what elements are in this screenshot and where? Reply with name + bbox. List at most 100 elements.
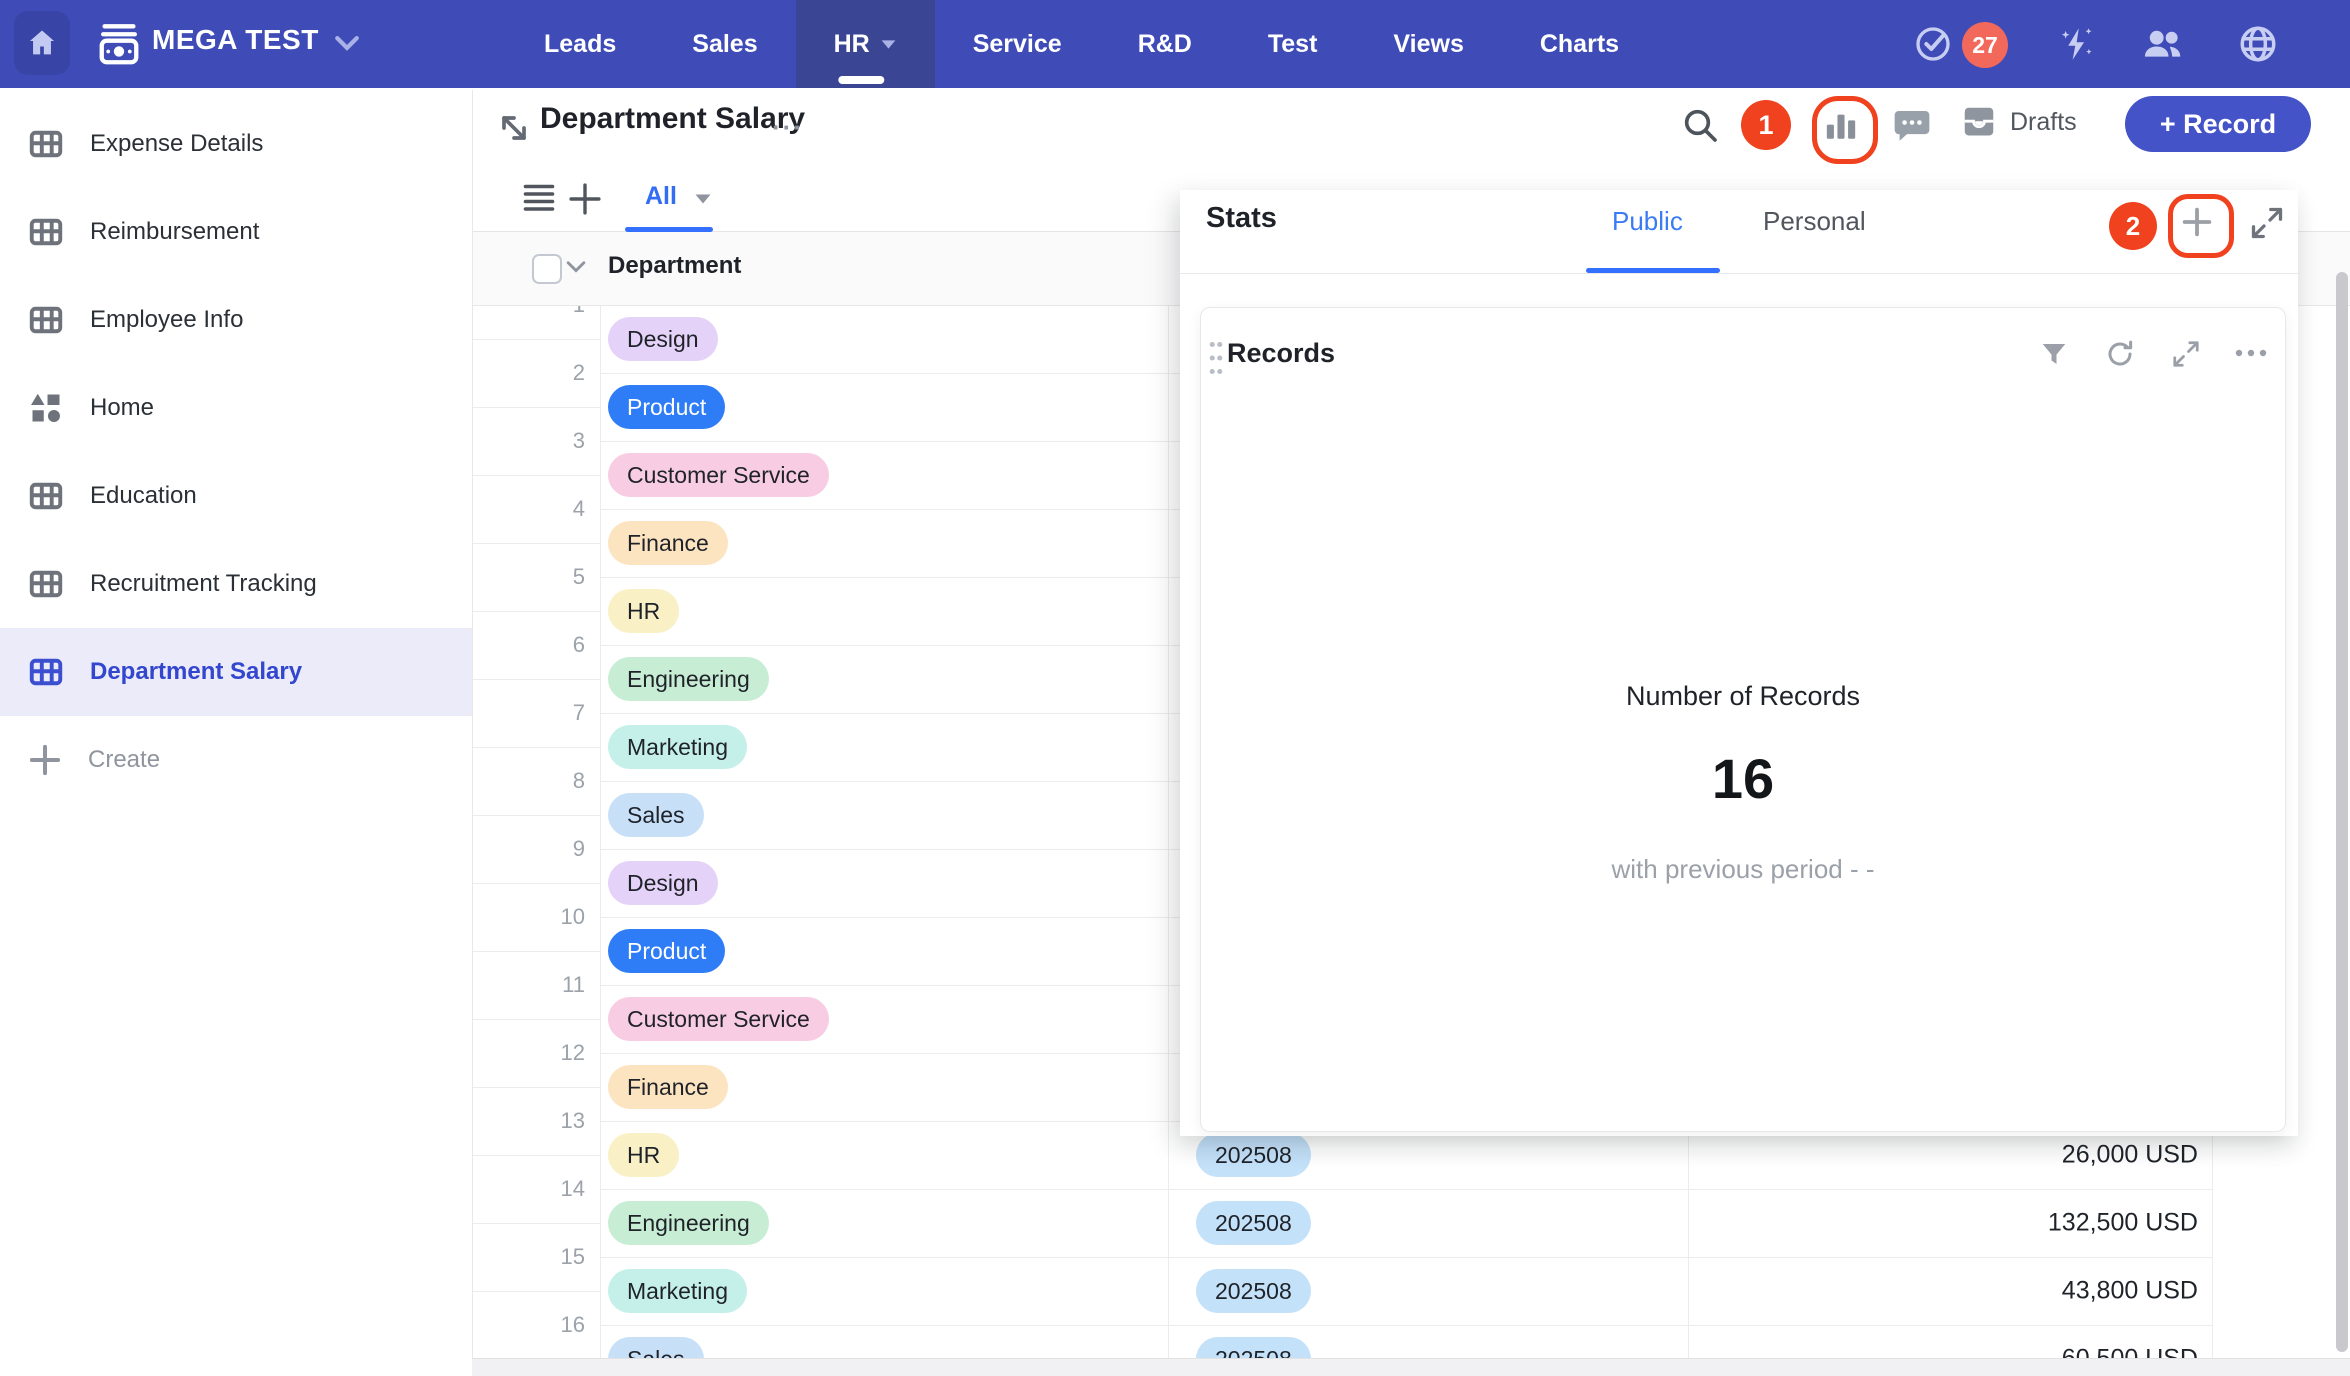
sidebar-item-employee-info[interactable]: Employee Info (0, 276, 472, 364)
nav-tab-label: HR (833, 29, 870, 58)
salary-month-tag[interactable]: 202508 (1196, 1201, 1311, 1245)
home-button[interactable] (14, 11, 70, 75)
stats-active-tab-underline (1586, 268, 1720, 273)
row-number: 15 (560, 1244, 585, 1269)
records-stat-card[interactable]: Records Number of Records 16 with previo… (1200, 307, 2286, 1132)
sidebar-item-recruitment-tracking[interactable]: Recruitment Tracking (0, 540, 472, 628)
members-button[interactable] (2138, 0, 2188, 88)
expand-panel-icon[interactable] (2249, 205, 2285, 241)
sidebar-item-education[interactable]: Education (0, 452, 472, 540)
stats-chart-icon[interactable] (1824, 110, 1858, 142)
nav-tab-test[interactable]: Test (1230, 0, 1356, 88)
annotation-mark-1: 1 (1741, 100, 1791, 150)
select-all-checkbox[interactable] (532, 254, 562, 284)
drafts-button[interactable]: Drafts (1960, 104, 2077, 140)
nav-tab-charts[interactable]: Charts (1502, 0, 1657, 88)
salary-month-tag[interactable]: 202508 (1196, 1133, 1311, 1177)
department-tag[interactable]: Finance (608, 1065, 728, 1109)
vertical-scrollbar[interactable] (2336, 272, 2348, 1352)
nav-tab-hr[interactable]: HR (795, 0, 935, 88)
nav-tab-sales[interactable]: Sales (654, 0, 795, 88)
sidebar: Expense Details Reimbursement Employee Inf… (0, 90, 473, 1376)
nav-tab-leads[interactable]: Leads (506, 0, 654, 88)
row-divider (600, 1257, 2212, 1258)
column-divider (600, 232, 601, 1358)
salary-amount-cell[interactable]: 43,800 USD (2061, 1276, 2198, 1305)
search-icon[interactable] (1680, 105, 1720, 145)
sidebar-create-button[interactable]: Create (0, 716, 472, 804)
add-view-icon[interactable] (568, 182, 602, 216)
row-number: 4 (572, 496, 585, 521)
stats-tab-public[interactable]: Public (1612, 206, 1683, 236)
language-button[interactable] (2233, 0, 2283, 88)
table-icon (29, 130, 63, 158)
sidebar-item-home[interactable]: Home (0, 364, 472, 452)
row-number: 10 (560, 904, 585, 929)
department-tag[interactable]: Engineering (608, 657, 769, 701)
notification-badge[interactable]: 27 (1962, 22, 2008, 68)
stats-tab-personal[interactable]: Personal (1763, 206, 1866, 236)
expand-card-icon[interactable] (2171, 339, 2201, 369)
sidebar-item-department-salary[interactable]: Department Salary (0, 628, 472, 716)
department-tag[interactable]: Marketing (608, 725, 747, 769)
nav-tab-service[interactable]: Service (935, 0, 1100, 88)
department-tag[interactable]: HR (608, 1133, 680, 1177)
row-number: 5 (572, 564, 585, 589)
department-tag[interactable]: HR (608, 589, 680, 633)
automation-button[interactable] (2052, 0, 2102, 88)
nav-tab-label: Service (972, 29, 1062, 58)
add-record-button[interactable]: + Record (2125, 96, 2311, 152)
department-tag[interactable]: Product (608, 385, 726, 429)
filter-icon[interactable] (2039, 339, 2069, 369)
column-header-department[interactable]: Department (608, 252, 742, 279)
card-title: Records (1227, 338, 1336, 368)
refresh-icon[interactable] (2105, 339, 2135, 369)
comments-icon[interactable] (1892, 106, 1932, 144)
table-icon (29, 658, 63, 686)
view-list-icon[interactable] (522, 182, 556, 212)
salary-month-tag[interactable]: 202508 (1196, 1269, 1311, 1313)
department-tag[interactable]: Design (608, 861, 718, 905)
workspace-chevron-down-icon[interactable] (334, 34, 360, 52)
view-tab-all[interactable]: All (645, 182, 677, 210)
sidebar-item-reimbursement[interactable]: Reimbursement (0, 188, 472, 276)
nav-tab-r-d[interactable]: R&D (1100, 0, 1230, 88)
header-chevron-down-icon[interactable] (566, 260, 586, 274)
rownum-divider (473, 883, 600, 884)
department-tag[interactable]: Finance (608, 521, 728, 565)
sidebar-item-label: Recruitment Tracking (90, 570, 317, 597)
rownum-divider (473, 475, 600, 476)
sidebar-table-list: Expense Details Reimbursement Employee Inf… (0, 100, 472, 804)
row-number: 2 (572, 360, 585, 385)
department-tag[interactable]: Product (608, 929, 726, 973)
salary-amount-cell[interactable]: 132,500 USD (2047, 1208, 2198, 1237)
add-chart-icon[interactable] (2181, 206, 2213, 238)
department-tag[interactable]: Customer Service (608, 453, 829, 497)
drafts-inbox-icon (1964, 107, 1994, 136)
department-tag[interactable]: Design (608, 317, 718, 361)
annotation-ring-2 (2168, 194, 2234, 258)
salary-amount-cell[interactable]: 26,000 USD (2061, 1140, 2198, 1169)
active-view-underline (625, 227, 713, 232)
department-tag[interactable]: Sales (608, 793, 704, 837)
horizontal-scrollbar-track[interactable] (472, 1358, 2350, 1376)
workspace-title[interactable]: MEGA TEST (152, 24, 319, 55)
metric-label: Number of Records (1625, 681, 1861, 711)
collapse-table-icon[interactable] (494, 108, 534, 148)
department-tag[interactable]: Customer Service (608, 997, 829, 1041)
sidebar-item-expense-details[interactable]: Expense Details (0, 100, 472, 188)
nav-tab-views[interactable]: Views (1355, 0, 1501, 88)
row-number: 9 (572, 836, 585, 861)
view-tab-caret-icon[interactable] (694, 193, 712, 205)
table-more-button[interactable]: ··· (772, 112, 804, 142)
tasks-check-button[interactable] (1908, 0, 1958, 88)
create-label: Create (88, 746, 161, 773)
drag-handle-icon[interactable] (1207, 338, 1225, 378)
row-divider (600, 1189, 2212, 1190)
drafts-label: Drafts (2010, 107, 2077, 136)
sidebar-item-label: Department Salary (90, 658, 303, 685)
department-tag[interactable]: Marketing (608, 1269, 747, 1313)
row-number: 6 (572, 632, 585, 657)
card-more-icon[interactable] (2235, 348, 2267, 358)
department-tag[interactable]: Engineering (608, 1201, 769, 1245)
